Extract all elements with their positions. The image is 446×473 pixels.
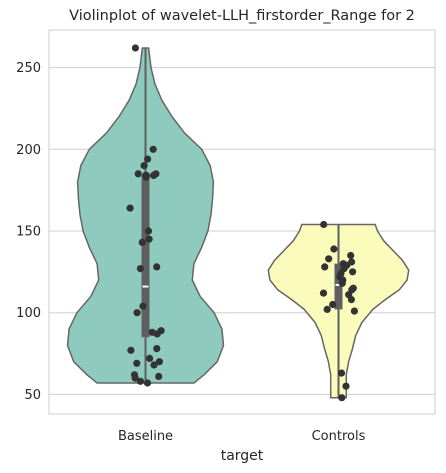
data-point <box>153 263 161 271</box>
data-point <box>155 372 163 380</box>
iqr-box-baseline <box>141 175 150 338</box>
data-point <box>138 238 146 246</box>
data-point <box>347 251 355 260</box>
data-point <box>133 359 141 367</box>
data-point <box>321 263 329 271</box>
x-tick-label: Controls <box>312 429 366 444</box>
data-point <box>153 345 161 353</box>
data-point <box>142 173 150 181</box>
y-tick-label: 50 <box>24 388 41 403</box>
data-point <box>134 170 142 178</box>
data-point <box>323 305 331 313</box>
data-point <box>144 155 152 163</box>
data-point <box>133 309 141 317</box>
data-point <box>139 302 147 310</box>
iqr-box-controls <box>334 263 343 310</box>
data-point <box>136 265 144 273</box>
data-point <box>337 369 346 377</box>
data-point <box>329 300 337 309</box>
x-axis-label: target <box>221 448 264 464</box>
y-tick-label: 150 <box>16 224 41 239</box>
data-point <box>126 204 134 212</box>
data-point <box>319 289 328 297</box>
data-point <box>131 374 139 382</box>
data-point <box>127 346 135 354</box>
x-tick-label: Baseline <box>118 429 173 444</box>
plot-frame <box>48 29 436 415</box>
data-point <box>140 162 148 170</box>
y-tick-label: 250 <box>16 61 41 76</box>
data-point <box>330 245 338 253</box>
data-point <box>320 220 328 229</box>
data-point <box>144 227 153 235</box>
data-point <box>145 235 153 243</box>
data-point <box>149 145 157 153</box>
data-point <box>338 279 346 287</box>
data-point <box>342 382 350 390</box>
data-point <box>350 307 358 315</box>
y-tick-label: 200 <box>16 143 41 158</box>
data-point <box>347 296 355 304</box>
x-tick-labels: Baseline Controls <box>118 429 366 444</box>
data-point <box>136 377 145 385</box>
y-tick-labels: 50 100 150 200 250 <box>16 61 41 403</box>
data-point <box>153 330 161 338</box>
data-point <box>150 361 158 369</box>
data-point <box>155 358 163 366</box>
data-point <box>146 354 154 362</box>
data-point <box>349 268 357 276</box>
data-point <box>325 255 333 263</box>
point-layer <box>126 44 358 402</box>
data-point <box>143 379 152 387</box>
y-tick-label: 100 <box>16 306 41 321</box>
data-point <box>131 44 139 52</box>
chart-title: Violinplot of wavelet-LLH_firstorder_Ran… <box>69 8 415 24</box>
box-layer <box>141 47 343 398</box>
data-point <box>150 171 158 179</box>
data-point <box>338 394 346 402</box>
